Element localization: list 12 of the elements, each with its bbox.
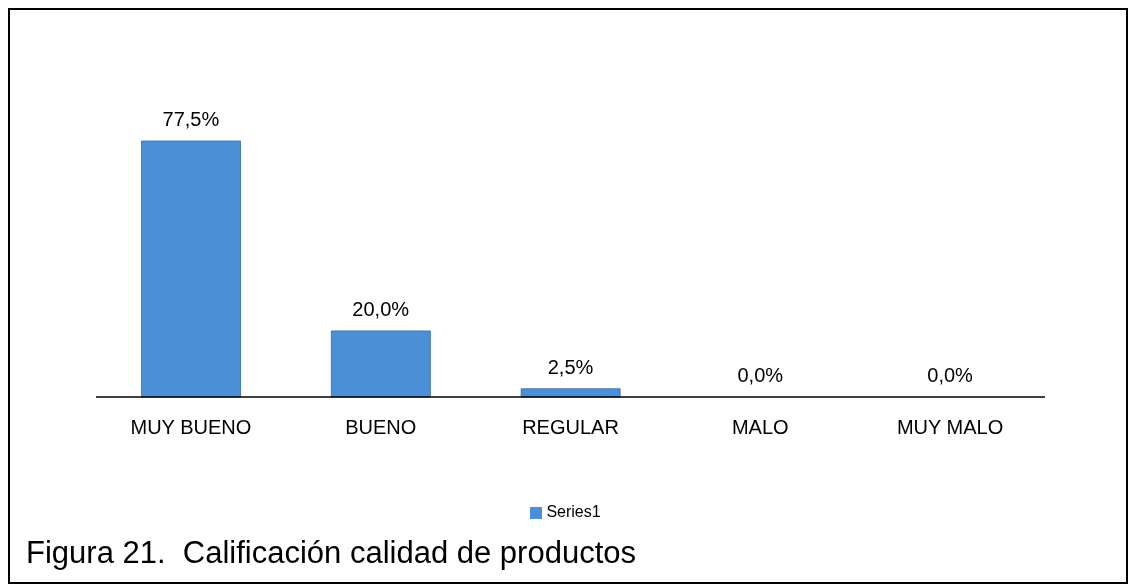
x-tick-label: REGULAR bbox=[522, 416, 619, 439]
x-tick-label: MUY MALO bbox=[896, 416, 1004, 439]
data-label: 0,0% bbox=[737, 364, 784, 386]
text: Figura 21. Calificación calidad de productos bbox=[26, 535, 637, 571]
data-label: 20,0% bbox=[352, 297, 410, 320]
x-tick-label: MUY BUENO bbox=[130, 416, 252, 439]
data-label: 77,5% bbox=[162, 108, 220, 130]
x-tick-label: MALO bbox=[731, 416, 789, 439]
legend-label: Series1 bbox=[546, 503, 601, 520]
data-label: 2,5% bbox=[547, 355, 594, 378]
data-label: 0,0% bbox=[927, 364, 974, 386]
x-tick-label: BUENO bbox=[345, 416, 417, 439]
